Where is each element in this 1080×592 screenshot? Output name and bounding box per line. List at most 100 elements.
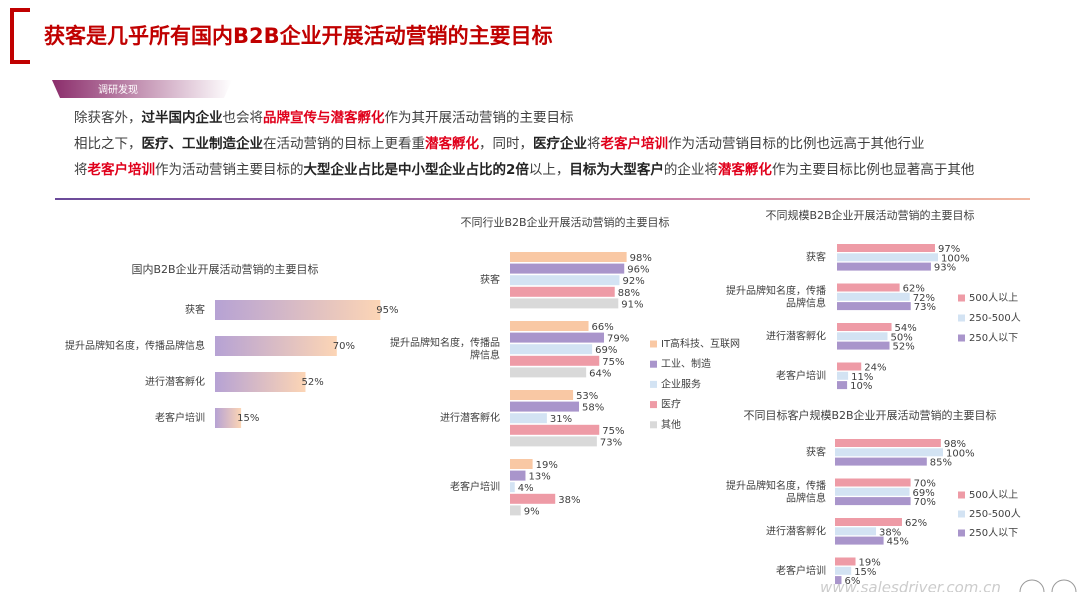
value-label: 9% xyxy=(524,506,540,517)
value-label: 75% xyxy=(602,426,624,437)
value-label: 75% xyxy=(602,357,624,368)
bar xyxy=(510,482,515,493)
value-label: 91% xyxy=(621,299,643,310)
bar xyxy=(510,459,533,469)
bar xyxy=(835,497,911,506)
value-label: 95% xyxy=(376,305,398,316)
chart-title: 不同规模B2B企业开展活动营销的主要目标 xyxy=(765,208,974,222)
legend-label: 250-500人 xyxy=(969,312,1021,324)
legend-swatch xyxy=(650,340,657,348)
value-label: 98% xyxy=(630,253,652,264)
text-run: 除获客外， xyxy=(74,109,142,126)
page-title: 获客是几乎所有国内B2B企业开展活动营销的主要目标 xyxy=(44,24,553,48)
bar xyxy=(510,344,593,355)
legend-swatch xyxy=(958,491,965,499)
bar xyxy=(510,355,600,366)
chart-title: 不同行业B2B企业开展活动营销的主要目标 xyxy=(460,215,669,229)
category-label: 老客户培训 xyxy=(155,411,205,424)
value-label: 45% xyxy=(887,537,909,548)
tag-label: 调研发现 xyxy=(98,83,138,96)
category-label: 进行潜客孵化 xyxy=(766,329,826,342)
value-label: 66% xyxy=(592,322,614,333)
legend-label: 其他 xyxy=(661,418,681,431)
legend-label: 医疗 xyxy=(661,398,681,411)
bar xyxy=(835,518,902,526)
legend-swatch xyxy=(958,294,965,302)
bar xyxy=(510,275,620,286)
category-label: 提升品牌知名度，传播品牌信息 xyxy=(390,336,500,362)
bar xyxy=(510,424,600,435)
bar xyxy=(510,263,625,274)
legend-swatch xyxy=(958,510,965,518)
category-label: 提升品牌知名度，传播品牌信息 xyxy=(726,479,826,505)
bar xyxy=(510,321,589,331)
value-label: 52% xyxy=(301,377,323,388)
value-label: 100% xyxy=(941,253,970,264)
value-label: 96% xyxy=(627,265,649,276)
value-label: 100% xyxy=(946,448,975,459)
value-label: 79% xyxy=(607,334,629,345)
bar xyxy=(510,252,627,262)
value-label: 50% xyxy=(891,332,913,343)
value-label: 53% xyxy=(576,391,598,402)
nav-next[interactable] xyxy=(1051,579,1077,592)
category-label: 老客户培训 xyxy=(776,564,826,577)
text-run: 作为活动营销目标的比例也远高于其他行业 xyxy=(668,135,925,152)
nav-prev[interactable] xyxy=(1019,579,1045,592)
bar xyxy=(510,390,574,400)
category-label: 获客 xyxy=(806,250,826,263)
category-label: 老客户培训 xyxy=(776,369,826,382)
title-bracket xyxy=(10,8,30,64)
legend-swatch xyxy=(958,334,965,342)
bar xyxy=(837,362,862,371)
bar xyxy=(837,332,888,341)
category-label: 获客 xyxy=(806,445,826,458)
text-run: 医疗企业 xyxy=(533,135,587,152)
bar xyxy=(510,470,526,481)
value-label: 54% xyxy=(895,323,917,334)
category-label: 提升品牌知名度，传播品牌信息 xyxy=(726,284,826,310)
value-label: 19% xyxy=(536,460,558,471)
text-run: 作为其开展活动营销的主要目标 xyxy=(385,110,574,126)
bar xyxy=(510,436,597,447)
value-label: 4% xyxy=(518,483,534,494)
value-label: 69% xyxy=(913,488,935,499)
bar xyxy=(837,302,911,311)
value-label: 10% xyxy=(850,381,872,392)
bar xyxy=(510,286,615,297)
value-label: 19% xyxy=(859,558,881,569)
bar xyxy=(510,298,619,309)
bar xyxy=(837,262,931,271)
bar xyxy=(835,566,852,575)
legend-swatch xyxy=(650,380,657,388)
text-run: 老客户培训 xyxy=(601,135,669,152)
bar xyxy=(835,487,910,496)
category-label: 进行潜客孵化 xyxy=(145,375,205,388)
legend-label: 500人以上 xyxy=(969,489,1018,501)
bar xyxy=(837,323,892,331)
chart-title: 国内B2B企业开展活动营销的主要目标 xyxy=(131,262,318,276)
text-run: 目标为大型客户 xyxy=(569,161,664,178)
legend-label: 250人以下 xyxy=(969,332,1018,344)
value-label: 73% xyxy=(914,302,936,313)
value-label: 6% xyxy=(844,576,860,587)
text-run: 作为活动营销主要目标的 xyxy=(155,162,304,178)
value-label: 73% xyxy=(600,437,622,448)
category-label: 老客户培训 xyxy=(450,480,500,493)
value-label: 31% xyxy=(550,414,572,425)
bar xyxy=(215,408,242,428)
category-label: 提升品牌知名度，传播品牌信息 xyxy=(65,339,205,352)
value-label: 97% xyxy=(938,244,960,255)
text-run: 的企业将 xyxy=(664,161,718,178)
bar xyxy=(837,341,890,350)
value-label: 93% xyxy=(934,263,956,274)
text-run: 潜客孵化 xyxy=(425,135,479,152)
watermark: www.salesdriver.com.cn xyxy=(820,579,1001,592)
bar xyxy=(835,448,943,457)
text-run: 将 xyxy=(587,136,601,152)
bar xyxy=(837,244,935,252)
category-label: 获客 xyxy=(185,303,205,316)
chart-title: 不同目标客户规模B2B企业开展活动营销的主要目标 xyxy=(743,408,996,422)
text-run: 品牌宣传与潜客孵化 xyxy=(263,109,385,126)
text-run: 医疗、工业制造企业 xyxy=(142,135,264,152)
